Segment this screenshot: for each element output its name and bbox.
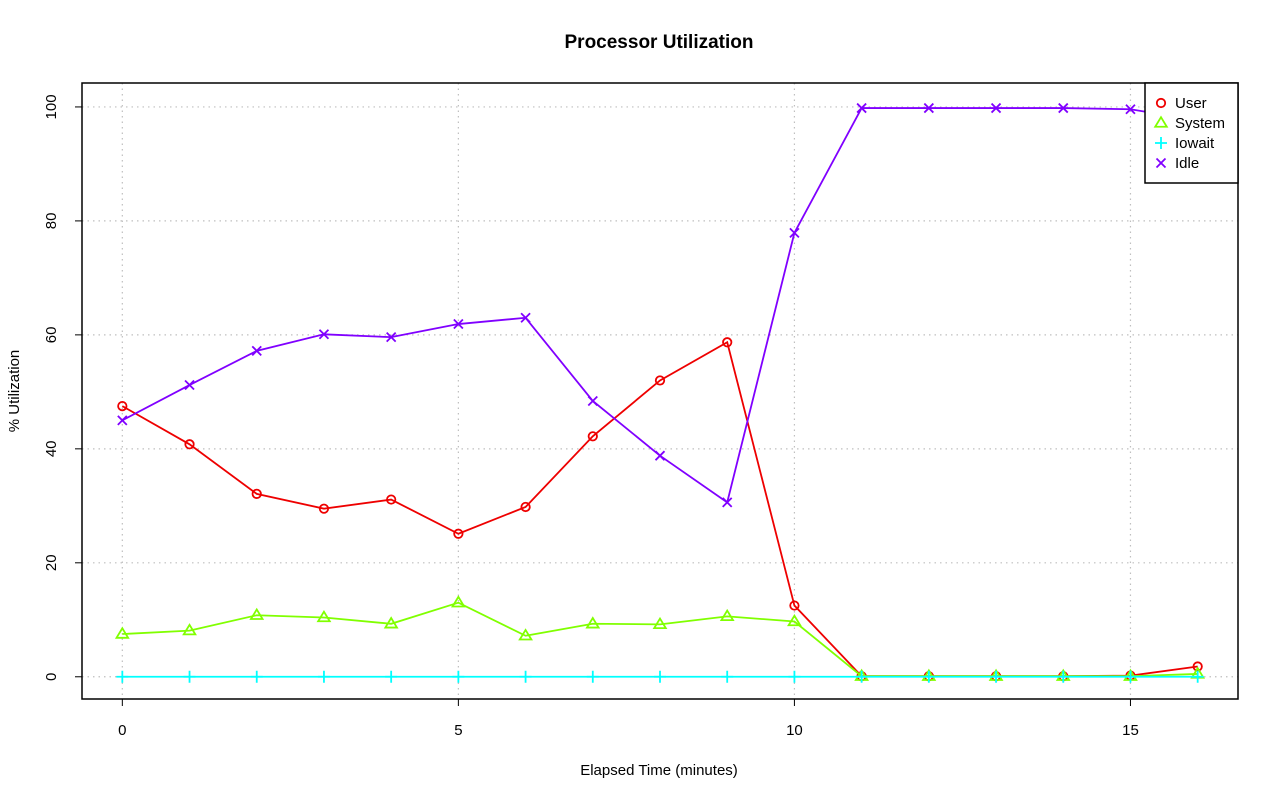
x-tick-label: 5	[454, 722, 462, 739]
data-point-system	[585, 616, 601, 629]
data-point-user	[587, 431, 598, 442]
data-point-idle	[453, 318, 464, 330]
data-point-user	[117, 401, 128, 412]
data-point-idle	[1125, 104, 1136, 115]
data-point-iowait	[721, 670, 734, 683]
data-point-idle	[923, 102, 934, 114]
y-tick-label: 40	[43, 440, 60, 457]
legend-marker-system	[1153, 115, 1169, 128]
data-point-iowait	[317, 670, 330, 683]
series-system	[114, 595, 1206, 681]
data-point-user	[520, 501, 531, 513]
series-line-user	[121, 340, 1198, 678]
grid-layer	[82, 83, 1238, 699]
data-point-idle	[587, 395, 598, 407]
data-point-iowait	[1124, 670, 1137, 683]
data-point-idle	[722, 497, 733, 508]
y-tick-label: 80	[43, 213, 60, 230]
y-tick-label: 100	[43, 94, 60, 119]
data-point-idle	[789, 227, 800, 239]
data-point-iowait	[250, 670, 263, 683]
legend-marker-iowait	[1155, 137, 1167, 149]
data-point-user	[251, 488, 262, 499]
data-point-system	[114, 626, 130, 639]
data-point-system	[652, 616, 668, 630]
x-tick-label: 15	[1122, 722, 1139, 739]
data-point-iowait	[1191, 670, 1204, 683]
legend-label-system: System	[1175, 115, 1225, 132]
data-point-iowait	[654, 670, 666, 683]
data-point-idle	[386, 332, 397, 343]
data-point-idle	[990, 102, 1002, 114]
data-point-iowait	[855, 670, 868, 683]
y-tick-label: 0	[43, 673, 60, 681]
data-point-system	[182, 623, 197, 636]
y-axis-label: % Utilization	[6, 350, 23, 433]
data-point-user	[318, 503, 330, 514]
x-tick-label: 10	[786, 722, 803, 739]
data-point-idle	[117, 415, 128, 426]
data-point-idle	[520, 312, 531, 323]
data-point-idle	[1058, 102, 1069, 114]
data-point-idle	[184, 379, 195, 391]
data-point-user	[722, 337, 733, 348]
series-idle	[117, 102, 1203, 508]
data-point-idle	[654, 450, 666, 461]
data-point-system	[249, 607, 265, 620]
data-point-system	[383, 616, 399, 629]
legend-label-iowait: Iowait	[1175, 135, 1215, 152]
data-point-user	[386, 494, 397, 505]
x-tick-label: 0	[118, 722, 126, 739]
data-point-iowait	[990, 670, 1003, 683]
data-point-iowait	[519, 670, 532, 683]
legend-marker-user	[1155, 97, 1167, 109]
data-point-iowait	[1057, 670, 1070, 683]
legend: User System Iowait Idle	[1144, 82, 1239, 184]
data-point-iowait	[116, 670, 129, 683]
x-axis-label: Elapsed Time (minutes)	[580, 762, 738, 779]
series-layer	[114, 102, 1206, 683]
data-point-user	[184, 439, 195, 450]
axis-layer: 0 5 10 15 0 20 40 60 80 100	[43, 94, 1139, 739]
data-point-user	[1192, 661, 1203, 672]
data-point-iowait	[922, 670, 935, 683]
y-tick-label: 20	[43, 554, 60, 571]
legend-label-user: User	[1175, 95, 1207, 112]
data-point-iowait	[385, 670, 398, 683]
series-user	[117, 337, 1203, 682]
y-tick-label: 60	[43, 327, 60, 344]
data-point-idle	[856, 102, 867, 114]
data-point-system	[719, 608, 735, 622]
series-iowait	[116, 670, 1204, 683]
legend-label-idle: Idle	[1175, 155, 1199, 172]
data-point-user	[654, 375, 666, 386]
legend-marker-idle	[1155, 157, 1167, 169]
data-point-iowait	[452, 670, 465, 683]
data-point-system	[316, 609, 332, 623]
series-line-system	[122, 601, 1198, 678]
data-point-idle	[318, 329, 330, 340]
data-point-user	[789, 600, 800, 611]
data-point-system	[787, 613, 802, 627]
data-point-iowait	[183, 670, 196, 683]
data-point-user	[453, 528, 464, 539]
data-point-iowait	[586, 670, 599, 683]
data-point-iowait	[788, 670, 801, 683]
data-point-idle	[251, 345, 262, 356]
data-point-system	[518, 628, 533, 641]
data-point-system	[450, 595, 466, 608]
chart-title: Processor Utilization	[565, 32, 754, 53]
plot-frame	[81, 82, 1239, 700]
series-line-idle	[121, 107, 1198, 504]
